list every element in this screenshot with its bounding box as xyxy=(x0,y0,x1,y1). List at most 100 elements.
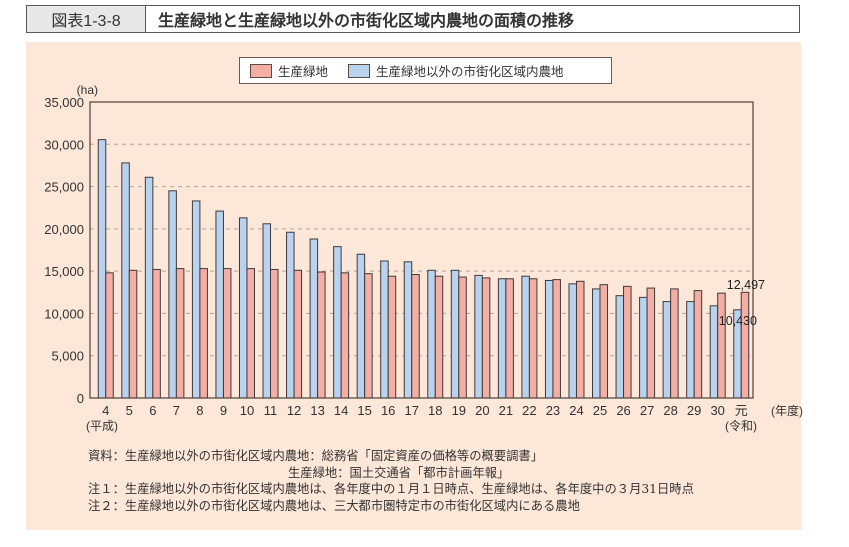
y-tick-labels: 0 5,000 10,000 15,000 20,000 25,000 30,000 35,0… xyxy=(44,95,84,406)
x-tick-label: 6 xyxy=(149,403,156,418)
annotation-last-pink: 12,497 xyxy=(727,278,765,292)
bar-seisan xyxy=(270,268,279,399)
bar-igai xyxy=(121,162,130,399)
bar-igai xyxy=(356,253,366,399)
bar-seisan xyxy=(505,278,514,399)
x-tick-label: 19 xyxy=(452,403,466,418)
x-tick-label: 12 xyxy=(287,403,301,418)
bar-igai xyxy=(568,283,577,399)
bar-igai xyxy=(191,200,201,399)
bar-igai xyxy=(474,274,483,399)
note-line-1: 注１：生産緑地以外の市街化区域内農地は、各年度中の１月１日時点、生産緑地は、各年… xyxy=(88,482,694,496)
x-tick-label: 23 xyxy=(546,403,560,418)
x-tick-labels: 4 5 6 7 8 9 10 11 12 13 14 15 16 17 18 19 20 21 22 23 24 25 26… xyxy=(102,403,748,418)
legend-label: 生産緑地 xyxy=(278,64,329,79)
figure-title: 生産緑地と生産緑地以外の市街化区域内農地の面積の推移 xyxy=(158,11,575,30)
bar-seisan xyxy=(246,268,255,399)
note-line-2: 注２：生産緑地以外の市街化区域内農地は、三大都市圏特定市の市街化区域内にある農地 xyxy=(88,498,580,513)
bar-igai xyxy=(403,261,413,399)
bar-seisan xyxy=(434,275,444,399)
y-tick-label: 15,000 xyxy=(44,264,84,279)
x-tick-label: 18 xyxy=(428,403,442,418)
x-tick-label: 30 xyxy=(710,403,724,418)
figure-title-box: 図表1-3-8 生産緑地と生産緑地以外の市街化区域内農地の面積の推移 xyxy=(26,5,800,33)
bar-seisan xyxy=(623,285,632,399)
x-tick-label: 9 xyxy=(220,403,227,418)
x-tick-label: 14 xyxy=(334,403,348,418)
bar-seisan xyxy=(199,268,208,399)
y-tick-label: 10,000 xyxy=(44,306,84,321)
axes xyxy=(89,101,754,399)
bar-igai xyxy=(521,275,530,399)
bar-seisan xyxy=(717,292,726,399)
bar-igai xyxy=(709,305,719,399)
bar-igai xyxy=(662,301,672,399)
bar-igai xyxy=(262,223,272,399)
bar-seisan xyxy=(105,272,114,399)
bar-igai xyxy=(97,139,107,399)
bar-seisan xyxy=(693,290,703,399)
bar-igai xyxy=(497,278,507,399)
x-tick-label: 13 xyxy=(310,403,324,418)
bar-igai xyxy=(450,269,460,399)
bar-seisan xyxy=(152,268,161,399)
bar-igai xyxy=(544,279,554,399)
bar-igai xyxy=(380,260,389,399)
bar-seisan xyxy=(387,275,397,399)
legend-swatch-blue xyxy=(348,63,371,78)
bar-seisan xyxy=(458,276,467,399)
x-tick-label: 22 xyxy=(522,403,536,418)
bar-seisan xyxy=(340,272,350,399)
figure-label: 図表1-3-8 xyxy=(27,6,146,32)
bar-seisan xyxy=(646,287,656,399)
x-tick-label: 10 xyxy=(240,403,254,418)
era-start-label: (平成) xyxy=(86,419,118,433)
x-tick-label: 24 xyxy=(569,403,583,418)
bar-igai xyxy=(215,210,224,399)
y-tick-label: 0 xyxy=(77,391,84,406)
legend-swatch-pink xyxy=(250,63,272,78)
bar-seisan xyxy=(481,277,491,399)
x-tick-label: 8 xyxy=(196,403,203,418)
source-line-2: 生産緑地：国土交通省「都市計画年報」 xyxy=(288,465,510,480)
x-tick-label: 7 xyxy=(173,403,180,418)
era-end-label: (令和) xyxy=(725,418,757,433)
annotation-last-blue: 10,430 xyxy=(719,314,757,328)
bar-seisan xyxy=(317,271,326,399)
x-tick-label: 16 xyxy=(381,403,395,418)
y-tick-label: 25,000 xyxy=(44,180,84,195)
bar-igai xyxy=(309,238,319,399)
bar-igai xyxy=(686,301,695,399)
x-tick-label: 25 xyxy=(593,403,607,418)
x-tick-label: 17 xyxy=(404,403,418,418)
bar-seisan xyxy=(575,280,585,399)
y-tick-label: 35,000 xyxy=(44,95,84,110)
bar-seisan xyxy=(128,269,138,399)
x-tick-label: 29 xyxy=(687,403,701,418)
bar-igai xyxy=(615,295,625,399)
y-tick-label: 30,000 xyxy=(44,137,84,152)
x-tick-label: 5 xyxy=(126,403,133,418)
x-tick-label: 20 xyxy=(475,403,489,418)
x-tick-label: 4 xyxy=(102,403,109,418)
bar-igai xyxy=(592,288,601,399)
y-tick-label: 20,000 xyxy=(44,222,84,237)
chart-notes: 資料：生産緑地以外の市街化区域内農地：総務省「固定資産の価格等の概要調書」 生産… xyxy=(88,448,694,514)
legend-label: 生産緑地以外の市街化区域内農地 xyxy=(376,64,564,79)
bars xyxy=(97,139,750,399)
x-tick-label: 15 xyxy=(357,403,371,418)
chart-legend: 生産緑地 生産緑地以外の市街化区域内農地 xyxy=(239,57,612,84)
bar-seisan xyxy=(175,268,185,399)
bar-seisan xyxy=(740,291,750,399)
bar-seisan xyxy=(222,268,232,399)
bar-igai xyxy=(333,246,342,399)
bar-seisan xyxy=(552,279,561,399)
x-tick-label: 元 xyxy=(735,403,748,418)
x-tick-label: 27 xyxy=(640,403,654,418)
x-tick-label: 26 xyxy=(616,403,630,418)
bar-seisan xyxy=(293,269,303,399)
bar-seisan xyxy=(599,284,609,399)
x-tick-label: 11 xyxy=(264,403,278,418)
x-tick-label: 21 xyxy=(499,403,513,418)
legend-item-seisan: 生産緑地 xyxy=(250,61,328,80)
